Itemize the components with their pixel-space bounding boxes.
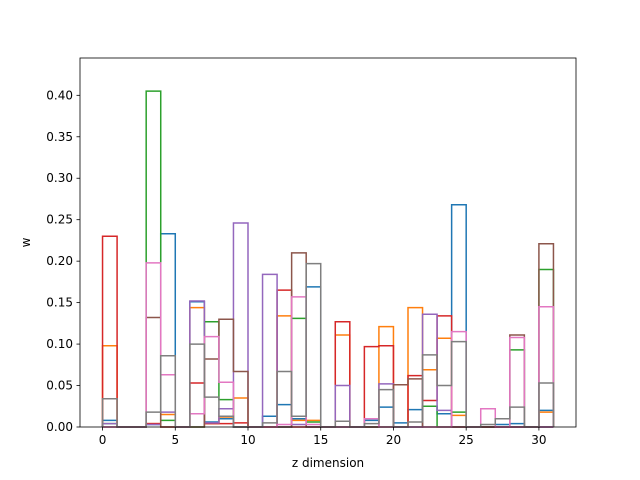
x-tick-label: 25 (459, 433, 474, 447)
y-tick-label: 0.05 (46, 379, 73, 393)
y-axis-ticks: 0.00 0.05 0.10 0.15 0.20 0.25 0.30 0.35 0.40 (46, 88, 80, 434)
y-tick-label: 0.10 (46, 337, 73, 351)
x-axis-label: z dimension (292, 456, 364, 470)
y-tick-label: 0.20 (46, 254, 73, 268)
y-tick-label: 0.30 (46, 171, 73, 185)
x-tick-label: 10 (240, 433, 255, 447)
x-tick-label: 30 (531, 433, 546, 447)
y-tick-label: 0.15 (46, 296, 73, 310)
y-tick-label: 0.25 (46, 213, 73, 227)
x-tick-label: 5 (171, 433, 179, 447)
x-axis-ticks: 0 5 10 15 20 25 30 (99, 427, 547, 447)
y-tick-label: 0.35 (46, 130, 73, 144)
y-tick-label: 0.40 (46, 88, 73, 102)
plot-frame (79, 57, 577, 428)
x-tick-label: 15 (313, 433, 328, 447)
x-tick-label: 0 (99, 433, 107, 447)
y-tick-label: 0.00 (46, 420, 73, 434)
y-axis-label: w (19, 237, 33, 247)
x-tick-label: 20 (386, 433, 401, 447)
